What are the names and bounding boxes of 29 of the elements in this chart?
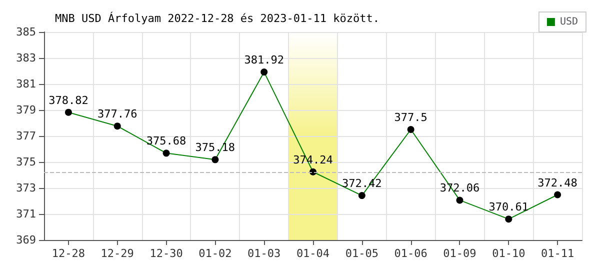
y-tick-label: 383 [16, 52, 36, 64]
x-tick-label: 01-02 [198, 247, 232, 260]
data-label: 375.68 [146, 134, 186, 148]
x-tick-label: 01-03 [248, 247, 281, 260]
y-tick-label: 385 [16, 26, 36, 38]
chart-title: MNB USD Árfolyam 2022-12-28 és 2023-01-11 között. [55, 11, 380, 25]
x-tick-label: 12-30 [150, 247, 183, 260]
x-tick-label: 01-10 [492, 247, 526, 260]
data-label: 378.82 [48, 94, 88, 107]
y-tick-label: 375 [16, 156, 36, 168]
x-tick-label: 01-04 [296, 247, 330, 260]
legend-label: USD [560, 16, 578, 28]
y-tick-label: 369 [16, 234, 36, 246]
data-label: 377.76 [97, 108, 138, 121]
x-tick-label: 01-09 [443, 247, 476, 260]
y-tick-label: 377 [16, 130, 36, 142]
data-label: 377.5 [394, 111, 428, 124]
x-tick-label: 01-06 [394, 247, 428, 260]
y-tick-label: 371 [16, 208, 36, 220]
x-tick-label: 01-11 [540, 247, 574, 260]
x-tick-label: 12-28 [52, 247, 86, 260]
data-label: 372.48 [538, 176, 578, 190]
y-tick-label: 379 [16, 104, 36, 116]
x-tick-label: 12-29 [100, 247, 134, 260]
data-label: 370.61 [488, 200, 529, 214]
x-tick-label: 01-05 [345, 247, 378, 260]
y-tick-label: 381 [16, 78, 36, 90]
data-label: 381.92 [244, 54, 284, 67]
y-tick-label: 373 [16, 182, 36, 194]
